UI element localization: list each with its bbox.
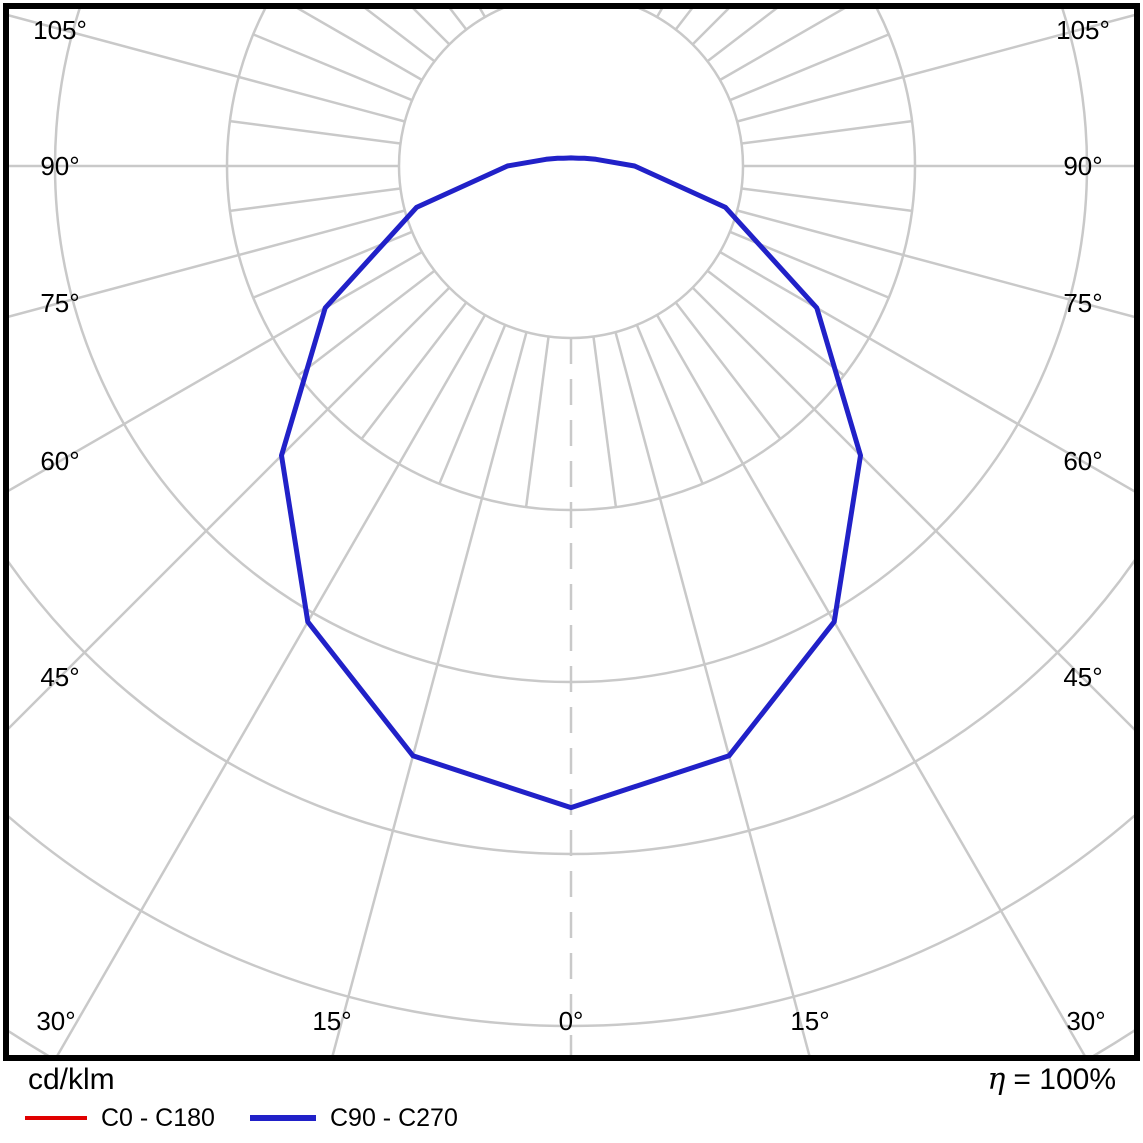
minor-spoke (741, 187, 913, 213)
minor-spoke (635, 324, 704, 485)
legend-label-c0-c180: C0 - C180 (101, 1103, 215, 1132)
angle-label: 30° (1066, 1006, 1105, 1036)
intensity-ring (9, 814, 1134, 1027)
angle-label: 75° (40, 288, 79, 318)
angle-label: 0° (559, 1006, 584, 1036)
major-spoke (9, 14, 406, 123)
major-spoke (9, 209, 406, 318)
minor-spoke (741, 119, 913, 145)
minor-spoke (297, 269, 436, 377)
polar-grid (9, 9, 1134, 1055)
intensity-ring (397, 9, 745, 340)
minor-spoke (360, 301, 468, 440)
minor-spoke (706, 9, 778, 63)
major-spoke (736, 209, 1134, 319)
minor-spoke (706, 269, 845, 377)
angle-label: 45° (1063, 662, 1102, 692)
polar-chart: 105° 105° 90° 90° 75° 75° 60° 60° 45° 45° 30° 15° 0°… (3, 3, 1140, 1061)
minor-spoke (229, 119, 401, 145)
angle-label: 75° (1063, 288, 1102, 318)
angle-label: 105° (33, 15, 87, 45)
minor-spoke (364, 9, 436, 63)
legend-item-c90-c270: C90 - C270 (250, 1101, 458, 1135)
minor-spoke (252, 33, 413, 102)
angle-label: 90° (40, 151, 79, 181)
major-spoke (736, 13, 1134, 123)
legend-swatch-c0-c180 (25, 1116, 87, 1120)
efficiency-label: η = 100% (987, 1064, 1116, 1096)
curve-C90-C270 (279, 155, 863, 811)
legend: C0 - C180 C90 - C270 (0, 1101, 1143, 1137)
angle-label: 90° (1063, 151, 1102, 181)
eta-symbol: η (987, 1062, 1006, 1097)
angle-label: 60° (1063, 446, 1102, 476)
legend-item-c0-c180: C0 - C180 (25, 1101, 215, 1135)
angle-label: 45° (40, 662, 79, 692)
legend-swatch-c90-c270 (250, 1115, 316, 1121)
unit-label: cd/klm (28, 1063, 115, 1096)
angle-label: 15° (312, 1006, 351, 1036)
angle-label: 60° (40, 446, 79, 476)
angle-label: 30° (36, 1006, 75, 1036)
angle-label: 105° (1056, 15, 1110, 45)
minor-spoke (438, 324, 507, 485)
plot-border (3, 3, 1140, 1061)
minor-spoke (674, 301, 782, 440)
major-spoke (614, 331, 811, 1055)
minor-spoke (729, 33, 890, 102)
eta-value: = 100% (1013, 1063, 1116, 1096)
minor-spoke (524, 336, 550, 508)
major-spoke (56, 314, 487, 1055)
major-spoke (331, 331, 528, 1055)
angle-label: 15° (790, 1006, 829, 1036)
major-spoke (9, 250, 423, 492)
legend-label-c90-c270: C90 - C270 (330, 1103, 458, 1132)
minor-spoke (592, 336, 618, 508)
minor-spoke (229, 187, 401, 213)
major-spoke (719, 250, 1134, 493)
major-spoke (655, 314, 1086, 1055)
